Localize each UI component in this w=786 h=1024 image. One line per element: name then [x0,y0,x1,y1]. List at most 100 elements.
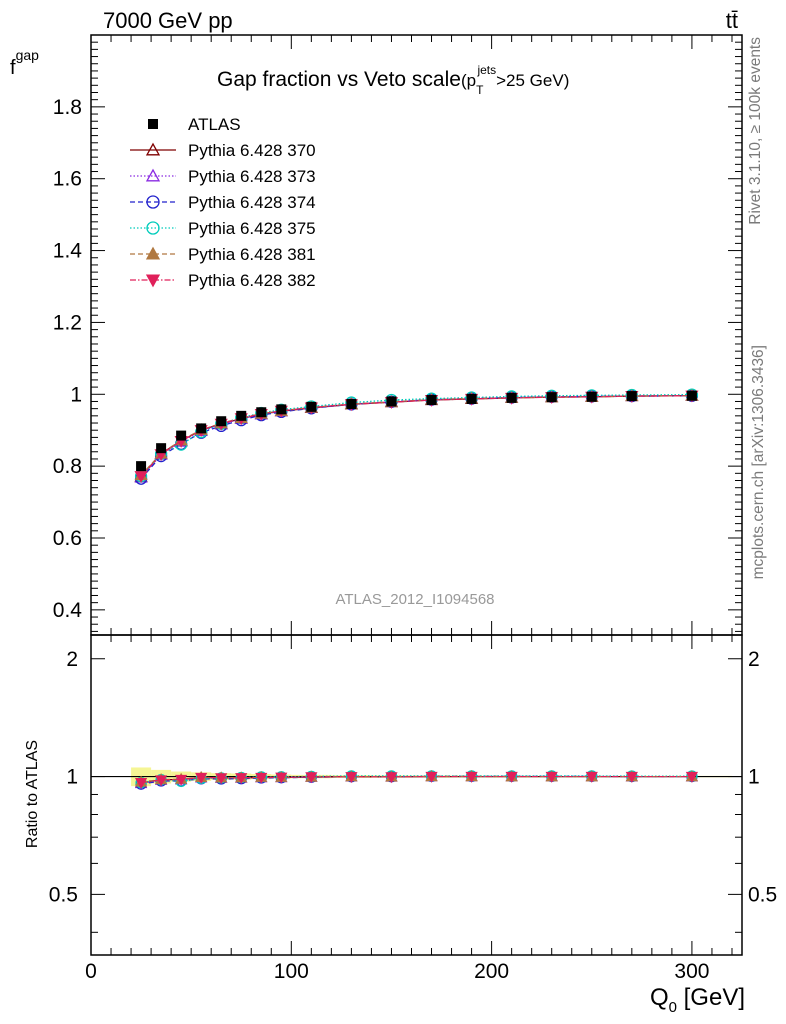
legend: ATLAS Pythia 6.428 370 Pythia 6.428 373 Pyt… [130,115,316,290]
ratio-y-tick-label-right: 2 [748,648,760,671]
ratio-series-point [275,772,288,784]
watermark: ATLAS_2012_I1094568 [335,591,494,608]
side-label-rivet: Rivet 3.1.10, ≥ 100k events [747,37,764,225]
legend-marker [146,195,160,209]
data-point [276,404,287,415]
series-line [140,395,692,480]
data-point [426,395,437,406]
legend-label: Pythia 6.428 370 [188,141,316,160]
main-data-marks [134,388,699,485]
x-axis-label-main: Q [650,984,669,1011]
x-axis-label: Q0 [GeV] [650,984,745,1016]
data-point [346,398,357,409]
data-point [586,391,597,402]
ratio-series-point [345,772,358,784]
header-right: tt̄ [726,8,738,33]
legend-marker [145,246,161,260]
data-point [386,396,397,407]
ratio-series-point [155,775,168,787]
data-point [256,407,267,418]
ratio-series-point [465,771,478,783]
series-line [140,395,692,479]
ratio-y-tick-label-right: 1 [748,766,760,789]
x-axis-label-unit: [GeV] [677,984,745,1011]
ratio-series-point [255,772,268,784]
legend-label: Pythia 6.428 374 [188,193,316,212]
ratio-series-point [195,772,208,784]
x-tick-labels: 0 100 200 300 [85,960,709,983]
ratio-series-line [141,775,692,784]
legend-label: Pythia 6.428 375 [188,219,316,238]
x-tick-label: 100 [274,960,309,983]
ratio-series-point [175,774,188,786]
header-left: 7000 GeV pp [103,8,233,33]
ratio-series-point [685,771,699,783]
main-axes-ticks: 0.4 0.6 0.8 1 1.2 1.4 1.6 1.8 [53,34,742,635]
ratio-series-point [134,777,148,789]
y-axis-label: fgap [10,47,39,79]
data-point [156,443,167,454]
series-line [140,393,692,477]
y-axis-label-sub: gap [16,47,40,63]
data-point [546,392,557,403]
ratio-y-tick-label-right: 0.5 [748,883,777,906]
chart-title-close: >25 GeV) [496,71,569,90]
legend-marker [145,142,161,156]
y-tick-label: 1.2 [53,311,82,334]
legend-label: Pythia 6.428 381 [188,245,316,264]
legend-marker [145,274,161,288]
ratio-series-point [585,771,598,783]
data-point [176,430,187,441]
series-line [140,395,692,477]
series-line [140,395,692,476]
legend-label: Pythia 6.428 382 [188,271,316,290]
data-point [466,393,477,404]
legend-label: Pythia 6.428 373 [188,167,316,186]
series-point [134,471,148,484]
data-point [196,423,207,434]
y-tick-label: 1.6 [53,168,82,191]
y-axis-label-main: f [10,57,16,79]
legend-marker-data [148,119,158,129]
y-tick-label: 1 [70,383,82,406]
side-label-mcplots: mcplots.cern.ch [arXiv:1306.3436] [750,345,767,579]
x-tick-label: 200 [474,960,509,983]
x-tick-label: 300 [674,960,709,983]
ratio-series-point [305,772,318,784]
y-tick-label: 0.6 [53,527,82,550]
chart-title-sub: T [476,83,484,97]
y-tick-label: 1.4 [53,240,83,263]
ratio-data-marks [91,767,742,790]
ratio-series-point [235,773,248,785]
ratio-frame [90,634,743,956]
chart-title-sup: jets [476,63,496,77]
data-point [626,391,637,402]
data-point [216,416,227,427]
data-point [506,392,517,403]
ratio-y-axis-label: Ratio to ATLAS [24,740,41,848]
x-axis-label-sub: 0 [669,999,677,1016]
ratio-y-tick-label: 2 [66,648,78,671]
data-point [686,390,697,401]
y-tick-label: 0.4 [53,599,83,622]
series-line [140,395,692,478]
ratio-series-point [625,771,638,783]
y-tick-label: 0.8 [53,455,82,478]
y-tick-label: 1.8 [53,96,82,119]
ratio-series-point [215,773,228,785]
legend-label-data: ATLAS [188,115,241,134]
ratio-axes-ticks: 0.5 0.5 1 1 2 2 [49,635,777,955]
ratio-series-point [385,772,398,784]
ratio-series-point [545,771,558,783]
data-point [236,410,247,421]
data-point [136,461,147,472]
ratio-y-tick-label: 0.5 [49,883,78,906]
chart-title-open: (p [461,71,476,90]
legend-marker [146,221,160,235]
ratio-series-point [505,771,518,783]
chart-title-main: Gap fraction vs Veto scale [217,68,461,91]
legend-marker [145,168,161,182]
data-point [306,401,317,412]
ratio-y-tick-label: 1 [66,766,78,789]
x-tick-label: 0 [85,960,97,983]
